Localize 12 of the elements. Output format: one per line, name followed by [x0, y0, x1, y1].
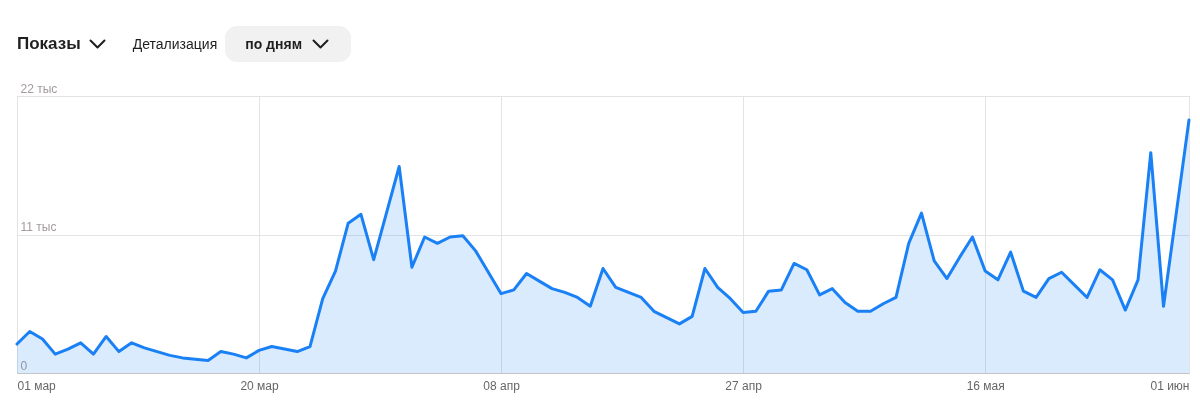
x-tick-label: 01 июн — [1150, 378, 1190, 393]
x-tick-label: 16 мая — [966, 378, 1005, 393]
y-tick-label: 0 — [20, 358, 28, 373]
x-tick-label: 08 апр — [483, 378, 521, 393]
x-tick-label: 20 мар — [240, 378, 280, 393]
chart-title: Показы — [17, 34, 81, 54]
y-tick-label: 22 тыс — [20, 81, 58, 96]
x-tick-label: 01 мар — [17, 378, 57, 393]
text: Детализация — [132, 36, 218, 52]
x-tick-label: 27 апр — [725, 378, 763, 393]
y-tick-label: 11 тыс — [20, 220, 57, 234]
dropdown-button: по дням — [225, 26, 351, 62]
